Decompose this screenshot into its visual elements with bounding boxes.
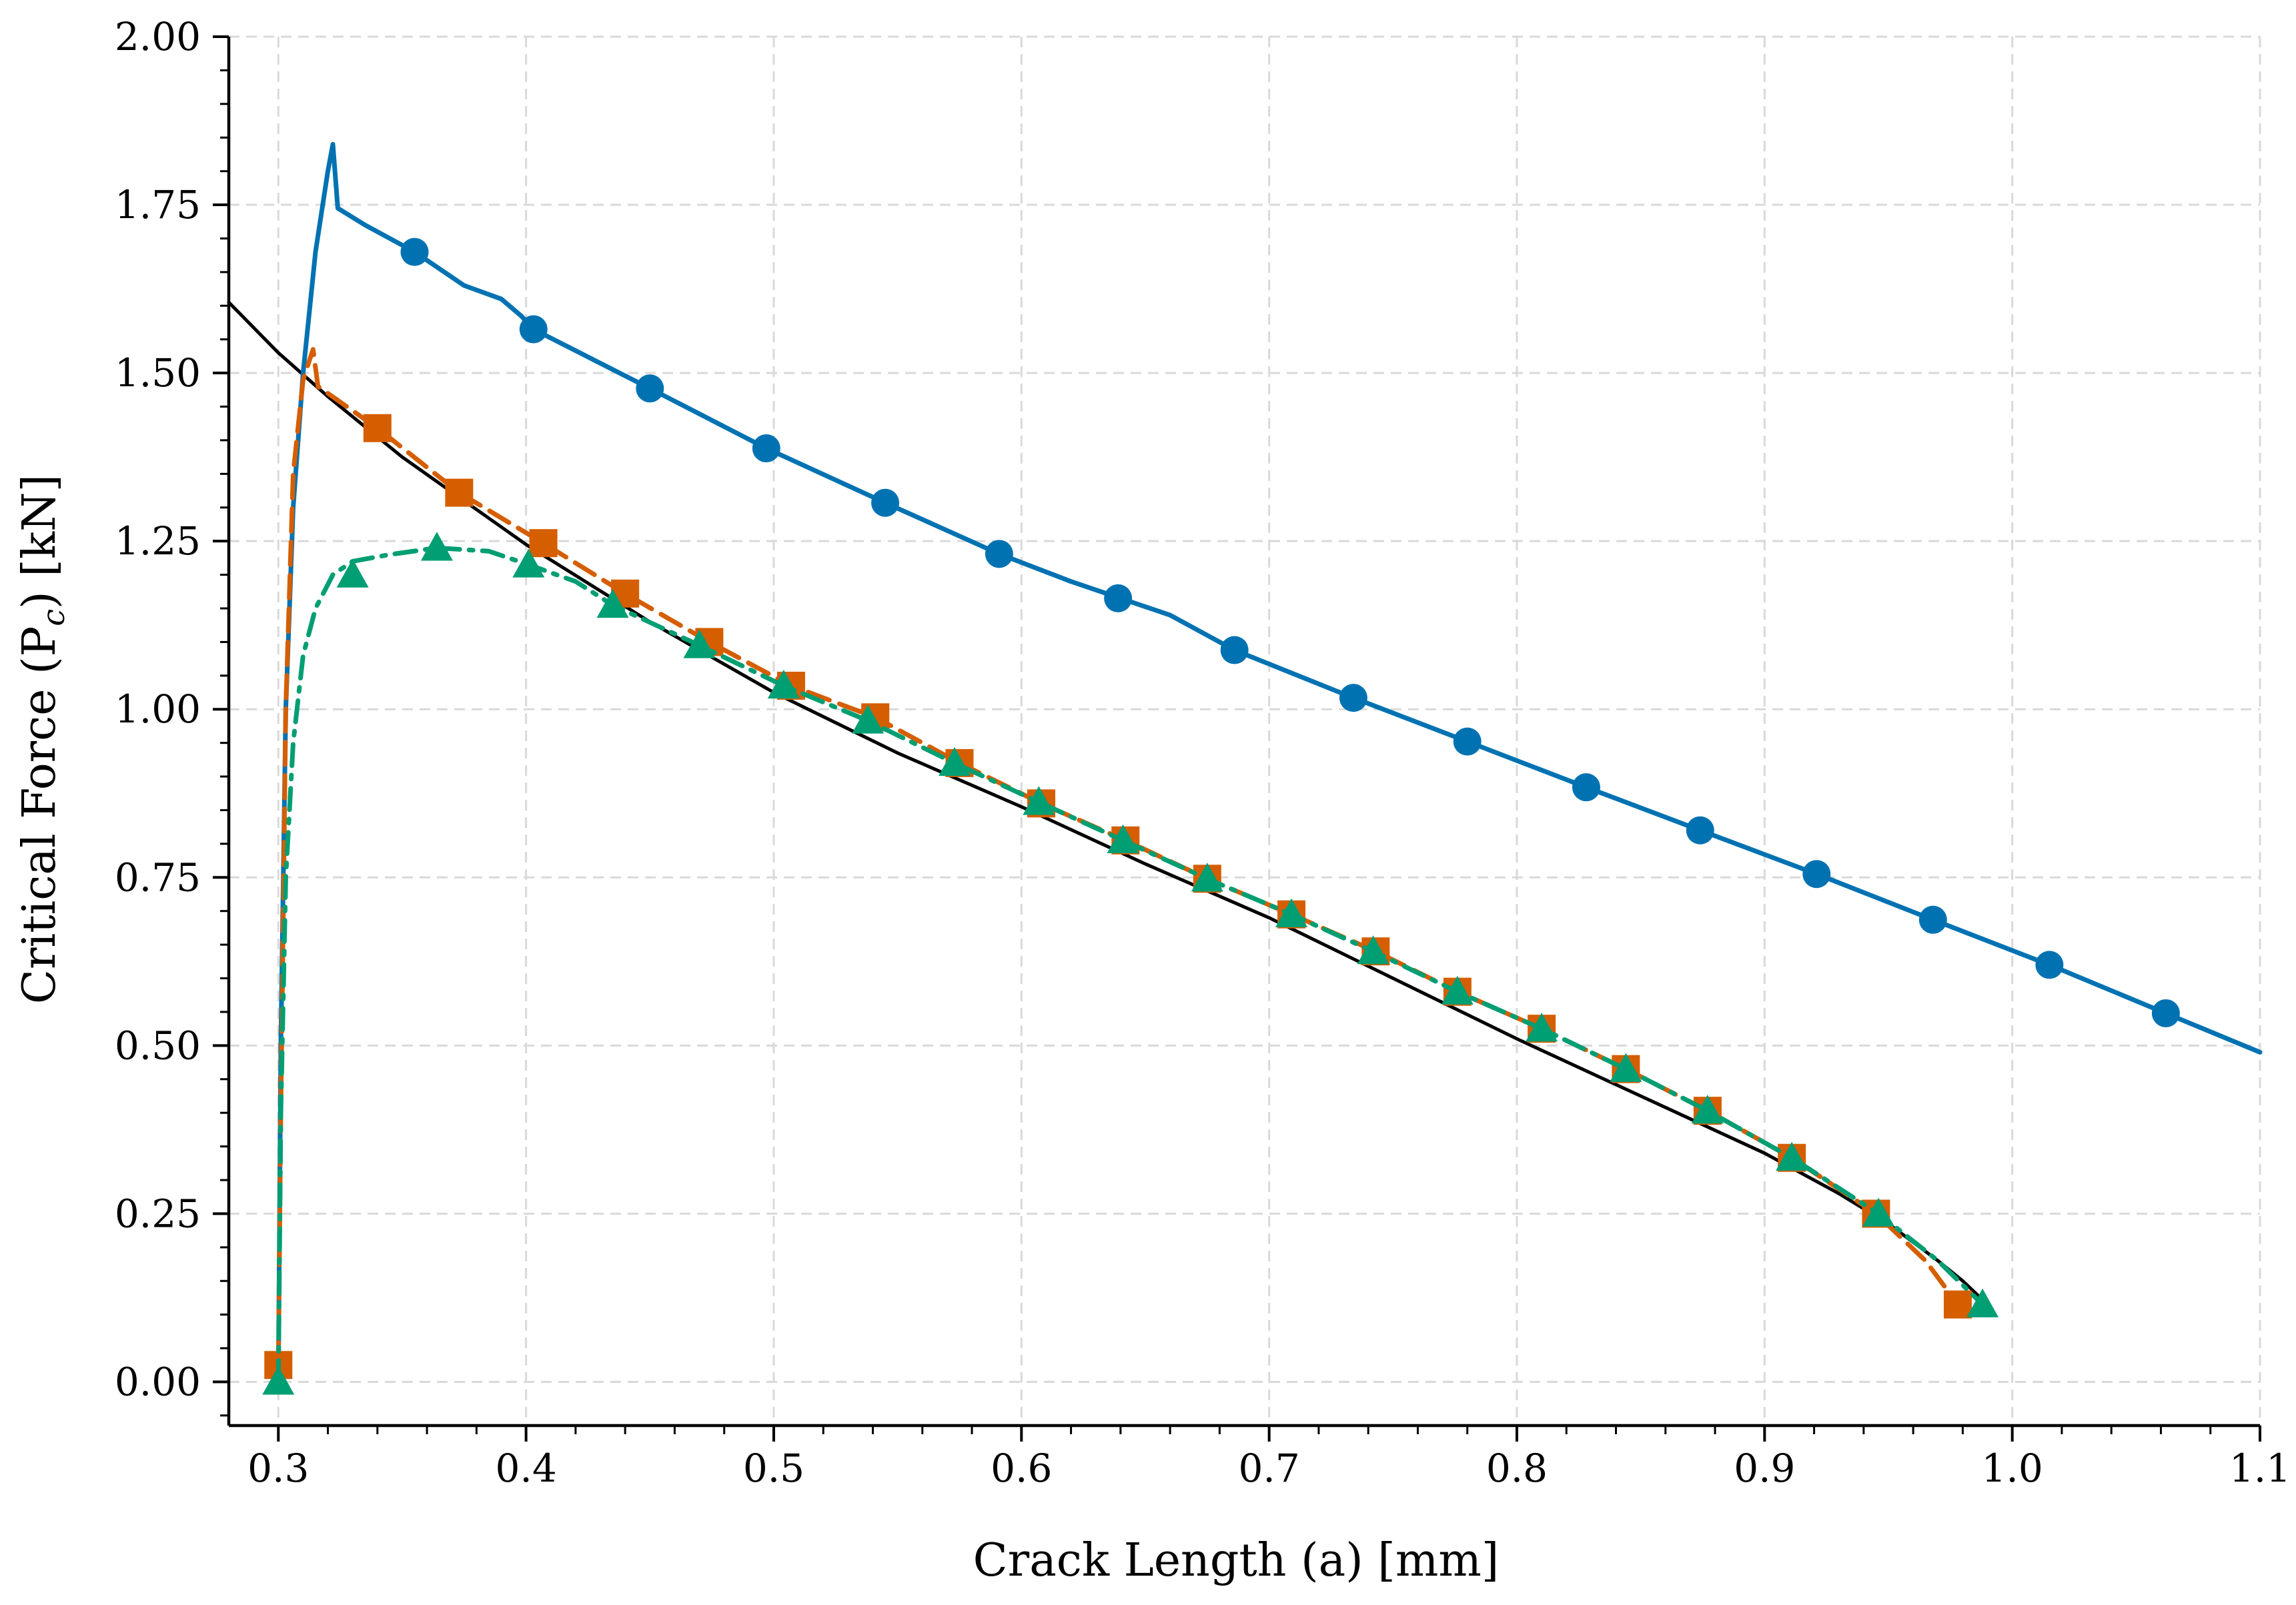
grid: [229, 35, 2261, 1426]
x-tick-label-1: 0.4: [495, 1446, 556, 1491]
x-axis-title: Crack Length (a) [mm]: [973, 1534, 1500, 1587]
series-1-marker-12: [1802, 860, 1831, 889]
series-1-marker-7: [1220, 636, 1249, 664]
series-3-marker-10: [1107, 824, 1139, 854]
series-line-0: [227, 300, 1989, 1306]
series-1-marker-14: [2035, 951, 2064, 979]
series-3-marker-12: [1275, 898, 1308, 927]
series-2-marker-3: [529, 529, 558, 558]
x-tick-label-8: 1.1: [2229, 1446, 2291, 1491]
y-tick-label-1: 0.25: [115, 1191, 201, 1236]
series-1-marker-1: [519, 315, 548, 344]
series-layer: [227, 141, 2263, 1395]
series-2-marker-1: [363, 414, 392, 442]
x-tick-label-7: 1.0: [1982, 1446, 2043, 1491]
series-3-marker-16: [1610, 1053, 1642, 1082]
series-3-marker-2: [420, 532, 453, 561]
series-line-3: [275, 545, 1985, 1384]
y-tick-label-3: 0.75: [115, 855, 201, 900]
y-tick-label-6: 1.50: [115, 350, 201, 396]
series-1: [275, 141, 2263, 1384]
series-1-marker-10: [1572, 773, 1600, 802]
series-3-marker-8: [939, 746, 971, 776]
series-1-marker-3: [752, 434, 780, 463]
series-3-marker-18: [1776, 1141, 1808, 1171]
series-line-1: [275, 141, 2263, 1384]
x-tick-label-2: 0.5: [743, 1446, 804, 1491]
axes: [227, 37, 2260, 1428]
series-0: [227, 300, 1989, 1306]
series-3-marker-14: [1441, 975, 1474, 1005]
series-1-marker-11: [1686, 816, 1714, 845]
series-3-marker-9: [1023, 786, 1055, 815]
y-axis-title-subscript: c: [35, 609, 71, 626]
y-tick-label-2: 0.50: [115, 1023, 201, 1068]
series-3-marker-7: [852, 704, 885, 734]
series-3-marker-4: [596, 588, 629, 618]
y-tick-label-0: 0.00: [115, 1359, 201, 1404]
series-1-marker-4: [871, 488, 900, 517]
series-1-marker-8: [1339, 684, 1367, 712]
series-1-marker-0: [400, 237, 429, 266]
y-axis-title-tail: ) [kN]: [13, 474, 66, 609]
x-tick-label-3: 0.6: [991, 1446, 1052, 1491]
y-tick-label-7: 1.75: [115, 182, 201, 227]
series-1-marker-2: [636, 374, 664, 403]
series-2: [264, 347, 1972, 1380]
series-line-2: [275, 347, 1960, 1368]
series-3-marker-13: [1357, 935, 1389, 965]
y-axis-title: Critical Force (Pc) [kN]: [13, 474, 71, 1004]
series-1-marker-5: [985, 540, 1013, 568]
series-3-marker-0: [262, 1366, 295, 1395]
series-1-marker-13: [1918, 905, 1947, 934]
series-3-marker-20: [1966, 1288, 1999, 1317]
series-1-marker-15: [2151, 999, 2180, 1027]
series-3-marker-3: [512, 548, 545, 578]
series-3: [262, 532, 1999, 1395]
series-2-marker-2: [445, 478, 474, 507]
series-3-marker-15: [1526, 1013, 1558, 1042]
y-axis-title-main: Critical Force (P: [13, 626, 66, 1004]
series-2-marker-20: [1943, 1290, 1972, 1319]
series-3-marker-1: [336, 558, 369, 588]
x-tick-label-5: 0.8: [1486, 1446, 1548, 1491]
series-1-marker-6: [1104, 584, 1133, 612]
ticks: 0.3 0.4 0.5 0.6 0.7 0.8 0.9 1.0 1.1 0.00 0.25 0.50 0…: [115, 14, 2291, 1491]
series-3-marker-5: [683, 629, 716, 658]
x-tick-label-6: 0.9: [1734, 1446, 1795, 1491]
x-tick-label-4: 0.7: [1239, 1446, 1300, 1491]
series-3-marker-19: [1862, 1197, 1895, 1227]
y-tick-label-5: 1.25: [115, 518, 201, 564]
series-3-marker-6: [767, 669, 800, 699]
series-3-marker-11: [1191, 863, 1223, 892]
x-tick-label-0: 0.3: [247, 1446, 309, 1491]
y-tick-label-8: 2.00: [115, 14, 201, 59]
series-1-marker-9: [1453, 727, 1482, 756]
series-3-marker-17: [1691, 1095, 1724, 1124]
y-tick-label-4: 1.00: [115, 686, 201, 732]
